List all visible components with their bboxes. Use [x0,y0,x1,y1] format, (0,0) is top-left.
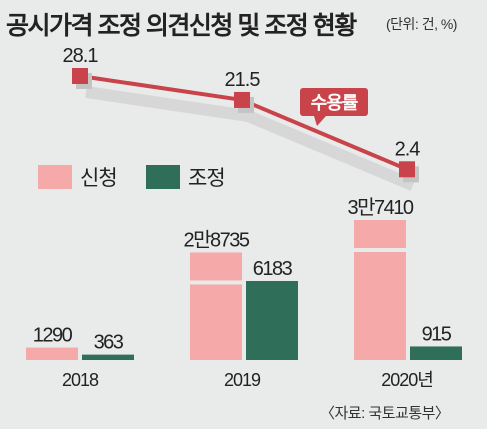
rate-callout-box [300,88,368,116]
rate-marker-2 [399,161,415,178]
bar-apply-label-1: 2만8735 [183,228,249,251]
bar-adjust-label-0: 363 [94,332,124,354]
rate-line-layer: 수용률 [72,67,419,183]
bar-adjust-label-2: 915 [422,323,452,345]
bar-apply-break-1 [190,280,242,285]
legend-label-adjust: 조정 [188,167,225,190]
legend-swatch-apply [38,165,72,189]
bar-apply-0 [26,347,78,360]
x-axis: 2018 2019 2020년 [62,370,434,390]
rate-line-shadow [85,86,416,191]
bar-adjust-2 [410,346,462,360]
bar-adjust-0 [82,354,134,360]
rate-marker-1 [234,91,250,108]
x-tick-label-1: 2019 [224,370,261,390]
x-tick-label-2: 2020년 [381,370,433,390]
rate-label-0: 28.1 [63,45,99,67]
x-tick-label-0: 2018 [62,370,99,390]
line-shadow-layer [85,86,416,191]
bar-apply-1 [190,252,242,360]
legend-label-apply: 신청 [80,167,117,190]
bar-apply-label-2: 3만7410 [347,196,413,219]
rate-marker-0 [72,67,88,84]
bar-apply-2 [354,220,406,360]
labels-layer: 1290 2만8735 3만7410 363 6183 915 28.1 21.5 2.4 [33,45,454,354]
bar-adjust-1 [246,281,298,360]
bar-apply-label-0: 1290 [33,325,73,347]
legend-swatch-adjust [146,165,180,189]
page-title: 공시가격 조정 의견신청 및 조정 현황 [6,12,357,40]
source-note: 〈자료: 국토교통부〉 [320,405,450,422]
rate-callout-label: 수용률 [311,93,358,113]
unit-label: (단위: 건, %) [386,16,457,32]
rate-callout-pointer [314,116,326,126]
bars-layer [26,220,462,360]
rate-label-2: 2.4 [395,138,421,160]
rate-label-1: 21.5 [225,69,261,91]
bar-adjust-label-1: 6183 [253,258,293,280]
bar-apply-break-2 [354,248,406,252]
legend: 신청 조정 [38,165,226,190]
